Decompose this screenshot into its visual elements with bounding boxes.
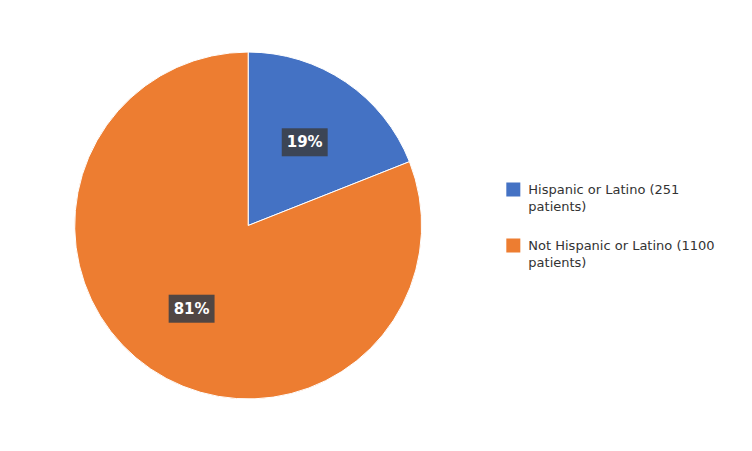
legend-swatch <box>506 239 520 253</box>
pie-slice <box>75 52 422 399</box>
slices <box>75 52 422 399</box>
data-label-box <box>169 295 215 323</box>
legend-label: Not Hispanic or Latino (1100patients) <box>528 238 714 270</box>
data-labels: 19% 81% <box>169 128 328 322</box>
legend: Hispanic or Latino (251patients) Not Hisp… <box>506 182 714 270</box>
legend-swatch <box>506 183 520 197</box>
legend-item: Hispanic or Latino (251patients) <box>506 182 679 214</box>
data-label: 81% <box>174 300 210 318</box>
data-label-group: 19% <box>282 128 328 156</box>
legend-label: Hispanic or Latino (251patients) <box>528 182 679 214</box>
chart: 19% 81% Hispanic or Latino (251patients) No… <box>0 0 752 451</box>
data-label-box <box>282 128 328 156</box>
data-label: 19% <box>287 133 323 151</box>
data-label-group: 81% <box>169 295 215 323</box>
legend-item: Not Hispanic or Latino (1100patients) <box>506 238 714 270</box>
